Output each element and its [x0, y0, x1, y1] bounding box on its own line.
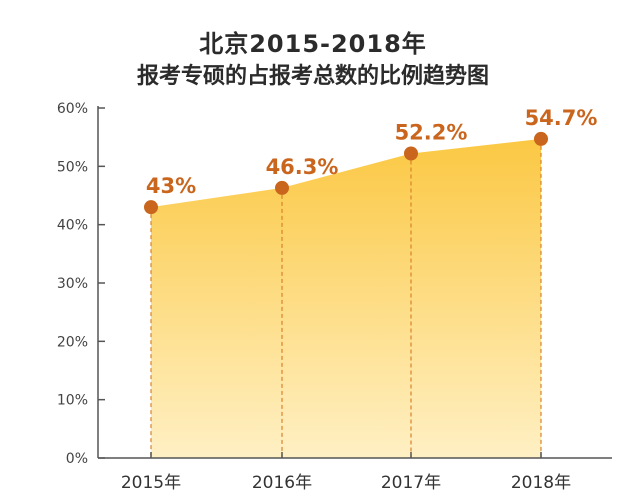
y-tick-label: 20%	[57, 334, 88, 350]
data-point	[534, 131, 548, 146]
y-tick-label: 50%	[57, 159, 88, 175]
x-tick-label: 2015年	[121, 473, 181, 493]
x-tick-label: 2017年	[381, 473, 441, 493]
data-label: 46.3%	[266, 155, 339, 179]
x-tick-label: 2018年	[511, 473, 571, 493]
data-label: 43%	[146, 174, 196, 198]
chart-subtitle: 报考专硕的占报考总数的比例趋势图	[136, 64, 489, 89]
axis-layer: 0% 10% 20% 30% 40% 50% 60% 2015年 2016年 2017年 2018年	[57, 101, 612, 493]
x-tick-label: 2016年	[252, 473, 312, 493]
chart-title: 北京2015-2018年	[199, 30, 427, 58]
y-tick-label: 60%	[57, 101, 88, 117]
area-layer	[150, 138, 542, 458]
data-label: 52.2%	[395, 121, 468, 145]
data-point	[404, 146, 418, 161]
area-fill	[151, 138, 541, 458]
y-tick-label: 0%	[66, 451, 88, 467]
data-point	[144, 200, 158, 215]
marker-layer: 43% 46.3% 52.2% 54.7%	[144, 106, 598, 215]
y-tick-label: 40%	[57, 218, 88, 234]
y-tick-label: 30%	[57, 276, 88, 292]
data-label: 54.7%	[525, 106, 598, 130]
data-point	[275, 180, 289, 195]
y-tick-label: 10%	[57, 393, 88, 409]
